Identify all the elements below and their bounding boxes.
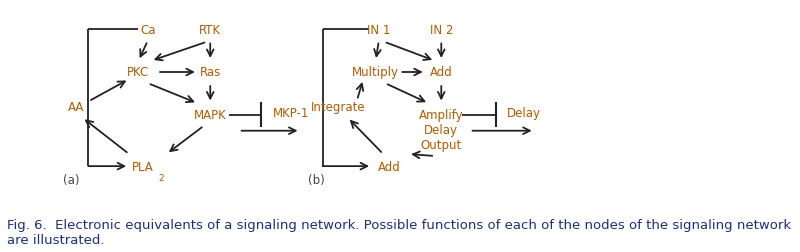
Text: (a): (a): [63, 173, 80, 186]
Text: Fig. 6.  Electronic equivalents of a signaling network. Possible functions of ea: Fig. 6. Electronic equivalents of a sign…: [7, 218, 791, 246]
Text: Integrate: Integrate: [311, 101, 366, 113]
Text: MAPK: MAPK: [194, 109, 226, 121]
Text: Multiply: Multiply: [352, 66, 399, 79]
Text: 2: 2: [158, 173, 164, 182]
Text: MKP-1: MKP-1: [273, 107, 309, 119]
Text: IN 2: IN 2: [430, 24, 453, 37]
Text: Add: Add: [378, 160, 401, 173]
Text: PLA: PLA: [132, 160, 154, 173]
Text: AA: AA: [68, 101, 84, 113]
Text: Delay: Delay: [507, 107, 541, 119]
Text: Add: Add: [430, 66, 453, 79]
Text: (b): (b): [308, 173, 325, 186]
Text: PKC: PKC: [127, 66, 150, 79]
Text: Output: Output: [421, 139, 462, 152]
Text: IN 1: IN 1: [367, 24, 390, 37]
Text: Ras: Ras: [200, 66, 221, 79]
Text: RTK: RTK: [199, 24, 222, 37]
Text: Ca: Ca: [140, 24, 155, 37]
Text: Amplify: Amplify: [419, 109, 463, 121]
Text: Delay: Delay: [424, 124, 458, 137]
